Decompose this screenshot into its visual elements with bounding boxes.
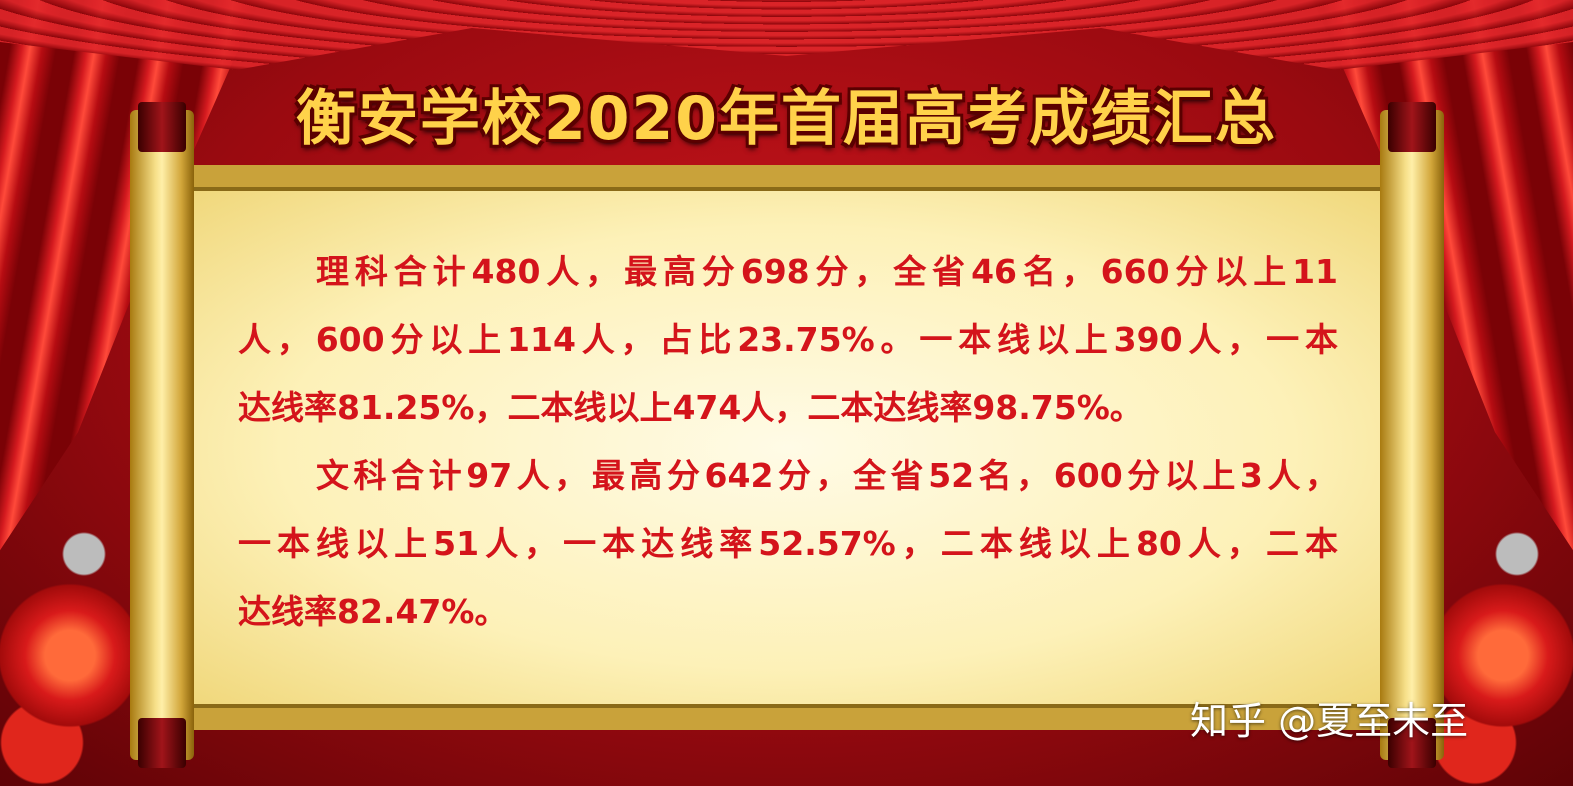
flower-decoration-left [0, 496, 140, 786]
text-line: 理科合计480人，最高分698分，全省46名，660分以上11 [316, 252, 1338, 291]
scroll-roller-right [1380, 102, 1444, 768]
curtain-valance [0, 0, 1573, 70]
text-line: 人，600分以上114人，占比23.75%。一本线以上390人，一本 [238, 320, 1338, 359]
scroll-panel [190, 165, 1385, 730]
paragraph-science: 理科合计480人，最高分698分，全省46名，660分以上11 人，600分以上… [238, 252, 1338, 456]
text-line: 一本线以上51人，一本达线率52.57%，二本线以上80人，二本 [238, 524, 1338, 563]
paragraph-liberal-arts: 文科合计97人，最高分642分，全省52名，600分以上3人， 一本线以上51人… [238, 456, 1338, 660]
watermark: 知乎 @夏至未至 [1190, 699, 1469, 743]
text-line: 达线率81.25%，二本线以上474人，二本达线率98.75%。 [238, 388, 1143, 427]
text-line: 文科合计97人，最高分642分，全省52名，600分以上3人， [316, 456, 1338, 495]
poster-title: 衡安学校2020年首届高考成绩汇总 [296, 84, 1277, 154]
text-line: 达线率82.47%。 [238, 592, 508, 631]
flower-decoration-right [1433, 496, 1573, 786]
results-text: 理科合计480人，最高分698分，全省46名，660分以上11 人，600分以上… [238, 252, 1338, 660]
scroll-roller-left [130, 102, 194, 768]
